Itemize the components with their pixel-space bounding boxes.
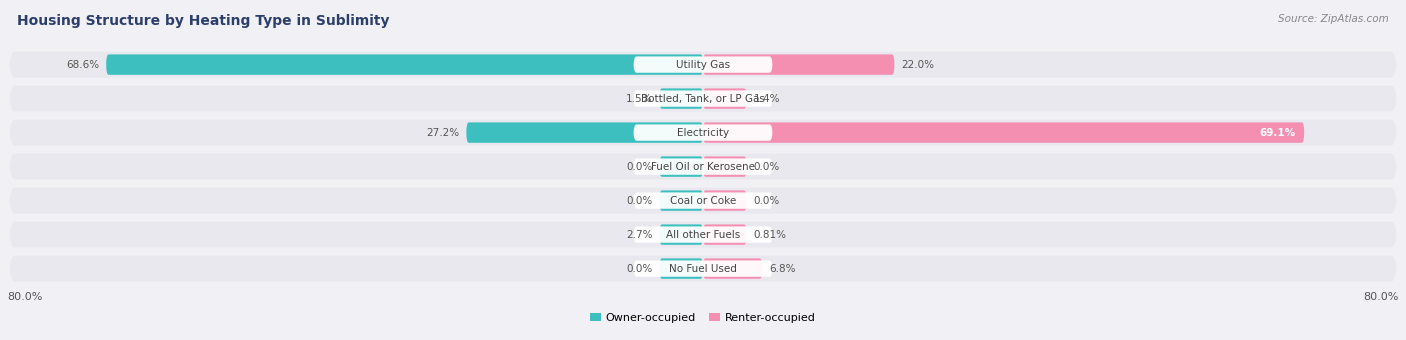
FancyBboxPatch shape (10, 86, 1396, 112)
Text: 0.0%: 0.0% (626, 264, 652, 274)
Text: 80.0%: 80.0% (7, 292, 42, 302)
FancyBboxPatch shape (10, 154, 1396, 180)
Text: 0.0%: 0.0% (754, 162, 780, 172)
FancyBboxPatch shape (703, 122, 1305, 143)
FancyBboxPatch shape (10, 222, 1396, 248)
Text: Bottled, Tank, or LP Gas: Bottled, Tank, or LP Gas (641, 94, 765, 104)
FancyBboxPatch shape (659, 88, 703, 109)
FancyBboxPatch shape (633, 158, 773, 175)
Text: 0.81%: 0.81% (754, 230, 786, 240)
FancyBboxPatch shape (703, 88, 747, 109)
FancyBboxPatch shape (659, 224, 703, 245)
Text: 80.0%: 80.0% (1364, 292, 1399, 302)
FancyBboxPatch shape (659, 258, 703, 279)
FancyBboxPatch shape (703, 224, 747, 245)
FancyBboxPatch shape (703, 190, 747, 211)
FancyBboxPatch shape (659, 190, 703, 211)
Text: Housing Structure by Heating Type in Sublimity: Housing Structure by Heating Type in Sub… (17, 14, 389, 28)
FancyBboxPatch shape (633, 192, 773, 209)
FancyBboxPatch shape (659, 156, 703, 177)
FancyBboxPatch shape (633, 226, 773, 243)
FancyBboxPatch shape (703, 258, 762, 279)
Text: 6.8%: 6.8% (769, 264, 796, 274)
FancyBboxPatch shape (107, 54, 703, 75)
Text: 69.1%: 69.1% (1260, 128, 1295, 138)
FancyBboxPatch shape (633, 90, 773, 107)
Text: 0.0%: 0.0% (626, 195, 652, 206)
Text: Utility Gas: Utility Gas (676, 59, 730, 70)
FancyBboxPatch shape (10, 188, 1396, 214)
Text: Coal or Coke: Coal or Coke (669, 195, 737, 206)
Text: 22.0%: 22.0% (901, 59, 935, 70)
FancyBboxPatch shape (467, 122, 703, 143)
Text: 1.5%: 1.5% (626, 94, 652, 104)
FancyBboxPatch shape (10, 120, 1396, 146)
Text: 27.2%: 27.2% (426, 128, 460, 138)
Text: 68.6%: 68.6% (66, 59, 100, 70)
Text: 1.4%: 1.4% (754, 94, 780, 104)
FancyBboxPatch shape (633, 260, 773, 277)
Text: Electricity: Electricity (676, 128, 730, 138)
FancyBboxPatch shape (10, 52, 1396, 78)
Legend: Owner-occupied, Renter-occupied: Owner-occupied, Renter-occupied (591, 313, 815, 323)
Text: All other Fuels: All other Fuels (666, 230, 740, 240)
Text: 0.0%: 0.0% (754, 195, 780, 206)
Text: No Fuel Used: No Fuel Used (669, 264, 737, 274)
Text: Fuel Oil or Kerosene: Fuel Oil or Kerosene (651, 162, 755, 172)
FancyBboxPatch shape (633, 56, 773, 73)
Text: 0.0%: 0.0% (626, 162, 652, 172)
Text: 2.7%: 2.7% (626, 230, 652, 240)
FancyBboxPatch shape (10, 256, 1396, 282)
FancyBboxPatch shape (633, 124, 773, 141)
Text: Source: ZipAtlas.com: Source: ZipAtlas.com (1278, 14, 1389, 23)
FancyBboxPatch shape (703, 54, 894, 75)
FancyBboxPatch shape (703, 156, 747, 177)
